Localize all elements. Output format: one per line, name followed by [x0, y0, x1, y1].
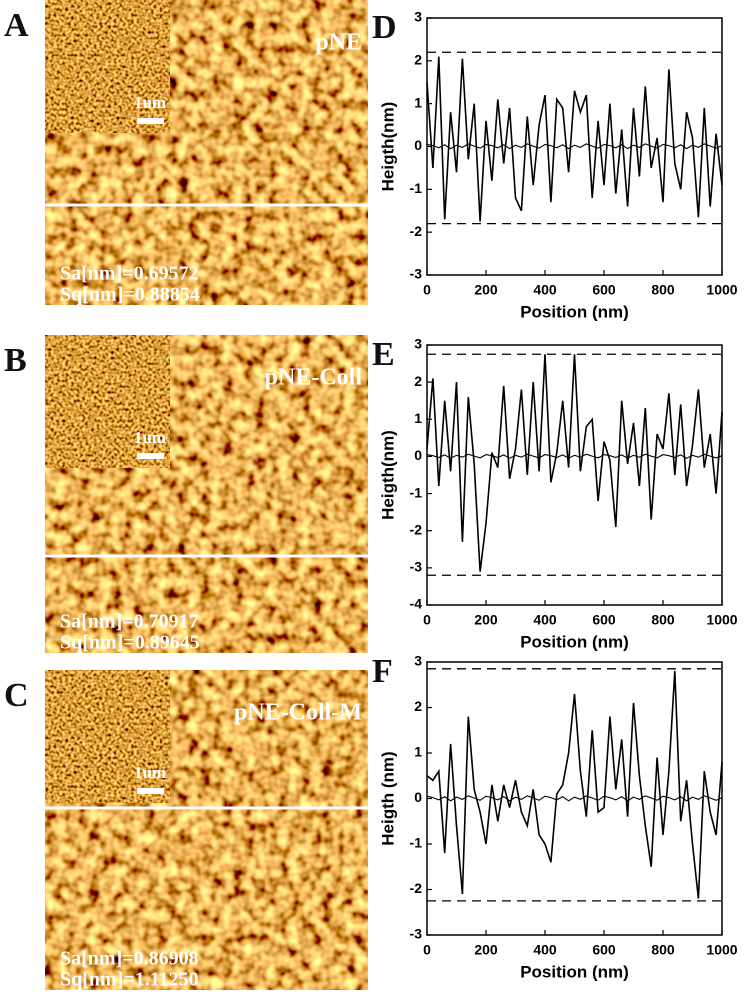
panel-letter: B — [4, 342, 27, 379]
y-tick-label: -3 — [410, 266, 423, 282]
sq-label: Sq[nm]=1.11250 — [60, 969, 199, 991]
x-tick-label: 200 — [474, 282, 498, 298]
inset-image — [45, 0, 170, 133]
panel-letter: A — [4, 7, 29, 44]
y-tick-label: -1 — [410, 484, 423, 500]
y-tick-label: 0 — [414, 447, 422, 463]
panel-letter: D — [372, 9, 397, 46]
x-tick-label: 1000 — [706, 612, 737, 628]
x-tick-label: 0 — [423, 282, 431, 298]
profile-line — [426, 354, 723, 572]
y-tick-label: -3 — [410, 926, 423, 942]
profile-line — [426, 671, 723, 899]
y-tick-label: -2 — [410, 521, 423, 537]
panel-letter: E — [372, 336, 395, 373]
scale-label: 1um — [134, 763, 166, 782]
sa-label: Sa[nm]=0.86908 — [60, 948, 199, 970]
y-tick-label: 2 — [414, 698, 422, 714]
profile-line — [426, 56, 723, 222]
y-tick-label: 1 — [414, 94, 422, 110]
sa-label: Sa[nm]=0.69572 — [60, 263, 199, 285]
sample-label: pNE-Coll-M — [234, 700, 362, 726]
scale-bar — [137, 118, 164, 124]
x-tick-label: 400 — [533, 942, 557, 958]
x-tick-label: 200 — [474, 942, 498, 958]
y-tick-label: 0 — [414, 137, 422, 153]
inset-image — [45, 670, 170, 803]
y-tick-label: 1 — [414, 410, 422, 426]
x-tick-label: 400 — [533, 282, 557, 298]
x-tick-label: 1000 — [706, 282, 737, 298]
x-tick-label: 400 — [533, 612, 557, 628]
x-axis-label: Position (nm) — [520, 632, 629, 651]
x-tick-label: 800 — [651, 282, 675, 298]
profile-line — [426, 795, 723, 802]
y-axis-label: Heigth (nm) — [378, 751, 397, 845]
sq-label: Sq[nm]=0.89645 — [60, 632, 200, 654]
panel-letter: C — [4, 677, 29, 714]
profile-line — [426, 453, 723, 459]
y-axis-label: Heigth(nm) — [378, 102, 397, 192]
scale-bar — [137, 788, 164, 794]
y-axis-label: Heigth(nm) — [378, 430, 397, 520]
y-tick-label: -2 — [410, 223, 423, 239]
y-tick-label: -1 — [410, 835, 423, 851]
sq-label: Sq[nm]=0.88854 — [60, 284, 200, 306]
y-tick-label: 0 — [414, 789, 422, 805]
x-tick-label: 800 — [651, 612, 675, 628]
profile-line — [426, 143, 723, 150]
panel-letter: F — [372, 653, 393, 690]
y-tick-label: 3 — [414, 9, 422, 25]
y-tick-label: -2 — [410, 880, 423, 896]
x-tick-label: 600 — [592, 942, 616, 958]
x-tick-label: 600 — [592, 612, 616, 628]
sample-label: pNE-Coll — [265, 365, 363, 391]
inset-image — [45, 335, 170, 468]
y-tick-label: -1 — [410, 180, 423, 196]
sa-label: Sa[nm]=0.70917 — [60, 611, 199, 633]
scale-label: 1um — [134, 93, 166, 112]
x-tick-label: 0 — [423, 612, 431, 628]
y-tick-label: 3 — [414, 336, 422, 352]
x-tick-label: 1000 — [706, 942, 737, 958]
y-tick-label: -4 — [410, 596, 423, 612]
x-tick-label: 200 — [474, 612, 498, 628]
plot-frame — [426, 344, 723, 606]
y-tick-label: 3 — [414, 653, 422, 669]
y-tick-label: 2 — [414, 52, 422, 68]
y-tick-label: 2 — [414, 373, 422, 389]
y-tick-label: 1 — [414, 744, 422, 760]
sample-label: pNE — [315, 30, 362, 56]
y-tick-label: -3 — [410, 559, 423, 575]
scale-label: 1um — [134, 428, 166, 447]
x-tick-label: 0 — [423, 942, 431, 958]
x-axis-label: Position (nm) — [520, 962, 629, 981]
scale-bar — [137, 453, 164, 459]
x-tick-label: 600 — [592, 282, 616, 298]
x-axis-label: Position (nm) — [520, 302, 629, 321]
x-tick-label: 800 — [651, 942, 675, 958]
